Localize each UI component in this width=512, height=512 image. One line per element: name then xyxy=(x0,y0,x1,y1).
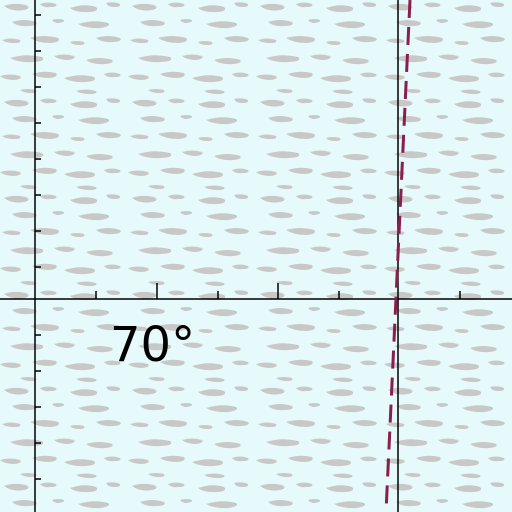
boundary-line[interactable] xyxy=(384,0,412,512)
graticule-ticks xyxy=(35,14,461,480)
latitude-label: 70° xyxy=(110,317,195,373)
